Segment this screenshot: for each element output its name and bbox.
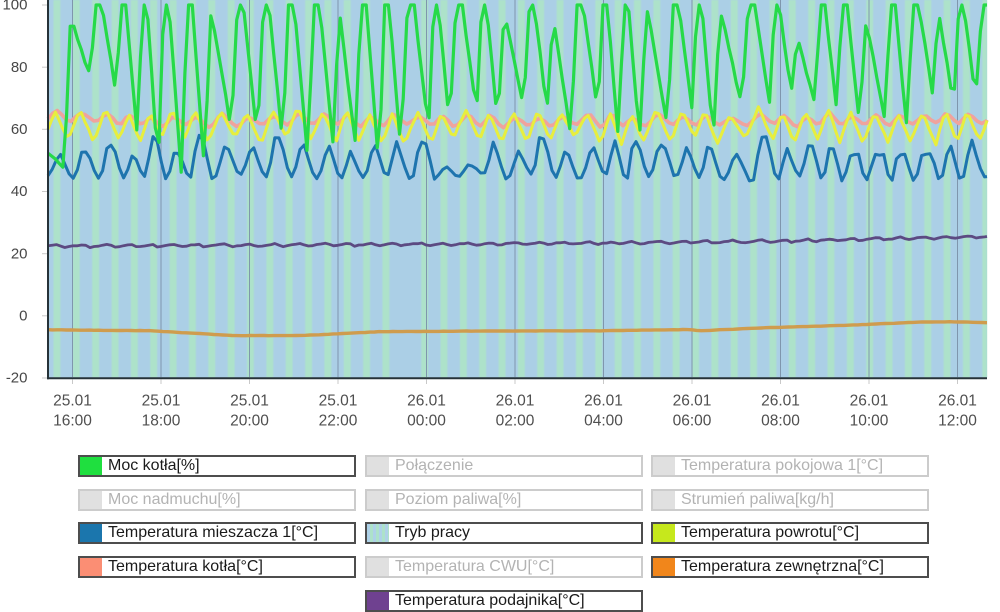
svg-text:02:00: 02:00 bbox=[496, 413, 535, 430]
svg-text:10:00: 10:00 bbox=[850, 413, 889, 430]
svg-text:26.01: 26.01 bbox=[584, 393, 623, 410]
svg-text:-20: -20 bbox=[6, 370, 28, 387]
svg-text:80: 80 bbox=[11, 59, 28, 76]
svg-text:0: 0 bbox=[19, 307, 27, 324]
svg-text:08:00: 08:00 bbox=[761, 413, 800, 430]
svg-text:20: 20 bbox=[11, 245, 28, 262]
svg-text:00:00: 00:00 bbox=[407, 413, 446, 430]
svg-text:20:00: 20:00 bbox=[230, 413, 269, 430]
svg-text:06:00: 06:00 bbox=[673, 413, 712, 430]
svg-text:25.01: 25.01 bbox=[230, 393, 269, 410]
svg-text:26.01: 26.01 bbox=[850, 393, 889, 410]
svg-text:04:00: 04:00 bbox=[584, 413, 623, 430]
svg-text:18:00: 18:00 bbox=[142, 413, 181, 430]
svg-text:100: 100 bbox=[2, 0, 27, 14]
svg-text:26.01: 26.01 bbox=[761, 393, 800, 410]
svg-text:25.01: 25.01 bbox=[319, 393, 358, 410]
svg-text:40: 40 bbox=[11, 183, 28, 200]
svg-text:25.01: 25.01 bbox=[142, 393, 181, 410]
svg-text:60: 60 bbox=[11, 121, 28, 138]
svg-text:26.01: 26.01 bbox=[938, 393, 977, 410]
svg-text:26.01: 26.01 bbox=[673, 393, 712, 410]
svg-text:26.01: 26.01 bbox=[407, 393, 446, 410]
svg-text:12:00: 12:00 bbox=[938, 413, 977, 430]
svg-text:22:00: 22:00 bbox=[319, 413, 358, 430]
svg-text:25.01: 25.01 bbox=[53, 393, 92, 410]
svg-text:16:00: 16:00 bbox=[53, 413, 92, 430]
svg-text:26.01: 26.01 bbox=[496, 393, 535, 410]
